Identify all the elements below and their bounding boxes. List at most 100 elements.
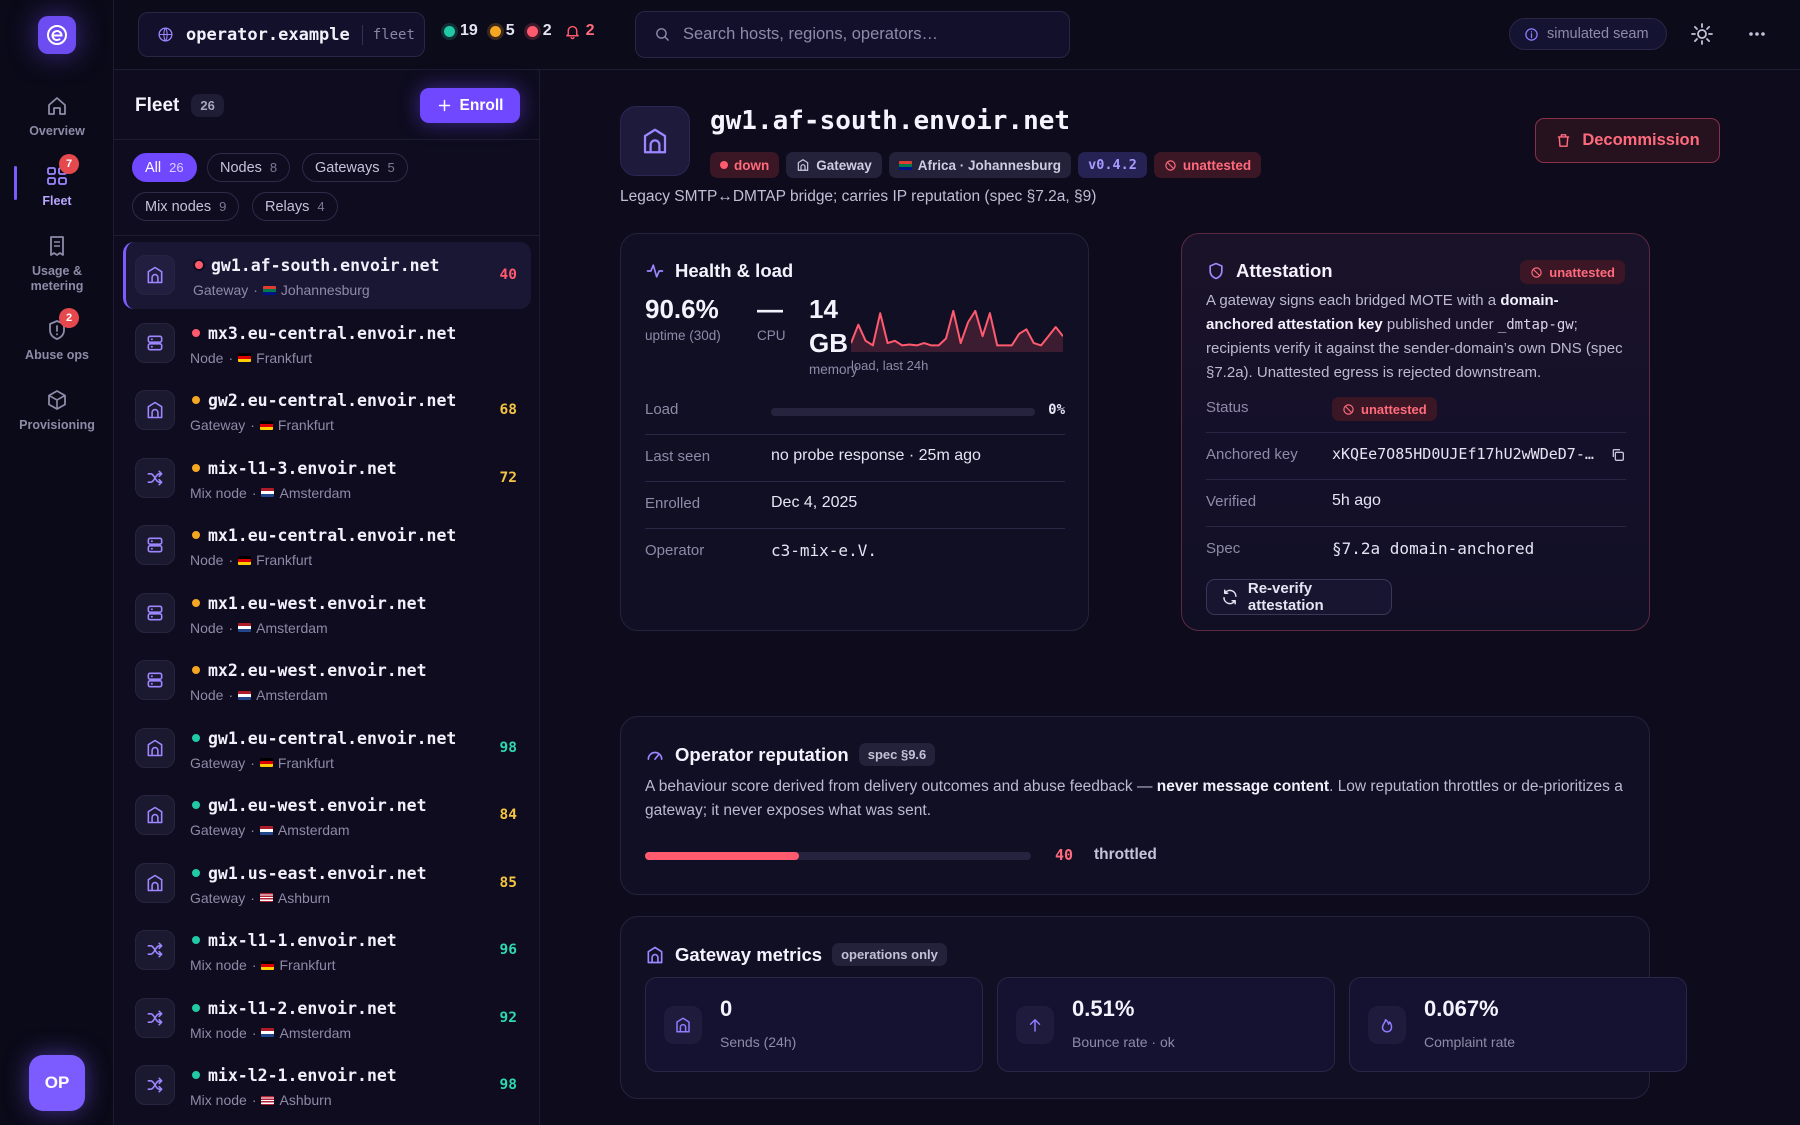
sparkline-label: load, last 24h bbox=[851, 358, 929, 373]
scope-label: fleet bbox=[372, 26, 415, 43]
more-icon bbox=[1749, 32, 1765, 36]
host-name: mix-l2-1.envoir.net bbox=[208, 1066, 397, 1085]
status-badge: unattested bbox=[1332, 397, 1437, 421]
host-name: gw1.eu-west.envoir.net bbox=[208, 796, 427, 815]
status-dot-icon bbox=[190, 934, 202, 946]
fleet-badge: 7 bbox=[59, 154, 79, 174]
anchored-key-row: Anchored key xKQEe7O85HD0UJEf17hU2wWDeD7… bbox=[1206, 433, 1626, 480]
fleet-row[interactable]: gw1.us-east.envoir.net Gateway · Ashburn 85 bbox=[123, 850, 531, 917]
attestation-status-row: Status unattested bbox=[1206, 386, 1626, 433]
fleet-row[interactable]: mix-l1-3.envoir.net Mix node · Amsterdam 72 bbox=[123, 445, 531, 512]
filter-relays[interactable]: Relays 4 bbox=[252, 192, 338, 221]
fleet-row[interactable]: gw1.eu-central.envoir.net Gateway · Frankfu… bbox=[123, 715, 531, 782]
verified-row: Verified 5h ago bbox=[1206, 480, 1626, 527]
ok-count[interactable]: 19 bbox=[444, 22, 478, 40]
decommission-button[interactable]: Decommission bbox=[1535, 118, 1720, 163]
gateway-icon bbox=[664, 1006, 702, 1044]
alerts-count[interactable]: 2 bbox=[564, 22, 595, 40]
fleet-row[interactable]: gw1.af-south.envoir.net Gateway · Johannesb… bbox=[123, 242, 531, 309]
globe-icon bbox=[158, 27, 173, 42]
cpu-stat: — CPU bbox=[757, 294, 786, 343]
gateway-icon bbox=[135, 390, 175, 430]
fleet-row[interactable]: mx2.eu-west.envoir.net Node · Amsterdam bbox=[123, 647, 531, 714]
info-icon bbox=[1525, 27, 1538, 41]
ban-icon bbox=[1165, 159, 1176, 171]
rail-item-fleet[interactable]: 7 Fleet bbox=[0, 154, 114, 209]
load-sparkline: load, last 24h bbox=[851, 302, 1063, 373]
host-title: gw1.af-south.envoir.net bbox=[710, 106, 1071, 136]
host-name: mx2.eu-west.envoir.net bbox=[208, 661, 427, 680]
flag-za-icon bbox=[898, 160, 912, 170]
seam-label: simulated seam bbox=[1547, 26, 1649, 42]
down-count[interactable]: 2 bbox=[526, 22, 552, 40]
host-detail: gw1.af-south.envoir.net down Gateway Afr… bbox=[540, 70, 1800, 1125]
fleet-row[interactable]: gw1.eu-west.envoir.net Gateway · Amsterdam 8… bbox=[123, 782, 531, 849]
divider bbox=[114, 139, 540, 140]
fleet-count: 26 bbox=[191, 94, 224, 117]
version-tag: v0.4.2 bbox=[1078, 152, 1147, 178]
abuse-badge: 2 bbox=[59, 308, 79, 328]
host-tags: down Gateway Africa · Johannesburg v0.4.… bbox=[710, 152, 1262, 178]
host-switcher[interactable]: operator.example fleet bbox=[138, 12, 425, 57]
host-name: mx1.eu-west.envoir.net bbox=[208, 593, 427, 613]
rail-label: Overview bbox=[29, 124, 85, 138]
host-name: mx3.eu-central.envoir.net bbox=[208, 323, 457, 343]
warn-count[interactable]: 5 bbox=[489, 22, 515, 40]
fleet-row[interactable]: mx1.eu-west.envoir.net Node · Amsterdam bbox=[123, 580, 531, 647]
copy-key-button[interactable] bbox=[1610, 447, 1626, 463]
sparkline-line bbox=[851, 309, 1063, 347]
flag-de-icon bbox=[259, 758, 273, 767]
user-avatar[interactable]: OP bbox=[29, 1055, 85, 1111]
fleet-row[interactable]: mx1.eu-central.envoir.net Node · Frankfurt bbox=[123, 512, 531, 579]
filter-all[interactable]: All 26 bbox=[132, 153, 197, 182]
status-dot-icon bbox=[190, 326, 202, 339]
rail-label-line2: metering bbox=[30, 279, 84, 293]
host-name: gw1.eu-central.envoir.net bbox=[208, 728, 457, 748]
status-tag: down bbox=[710, 152, 780, 178]
reputation-score: 98 bbox=[499, 739, 517, 756]
down-dot-icon bbox=[720, 161, 728, 169]
reputation-bar bbox=[645, 852, 1031, 860]
theme-toggle[interactable] bbox=[1690, 22, 1714, 46]
rail-item-overview[interactable]: Overview bbox=[0, 94, 114, 139]
host-name: gw1.af-south.envoir.net bbox=[211, 256, 440, 275]
rail-item-abuse-ops[interactable]: 2 Abuse ops bbox=[0, 308, 114, 363]
flag-us-icon bbox=[261, 1095, 275, 1105]
rail-label: Fleet bbox=[42, 194, 72, 208]
flag-de-icon bbox=[259, 420, 273, 430]
ban-icon bbox=[1531, 266, 1542, 278]
uptime-stat: 90.6% uptime (30d) bbox=[645, 294, 721, 343]
load-value: 0% bbox=[1048, 402, 1065, 418]
search-input[interactable] bbox=[683, 25, 1043, 44]
filter-mix-nodes[interactable]: Mix nodes 9 bbox=[132, 192, 240, 221]
fleet-row[interactable]: mx3.eu-central.envoir.net Node · Frankfurt bbox=[123, 310, 531, 377]
enroll-button[interactable]: Enroll bbox=[420, 88, 520, 123]
fleet-row[interactable]: mix-l2-1.envoir.net Mix node · Ashburn 98 bbox=[123, 1052, 531, 1119]
simulated-seam-badge: simulated seam bbox=[1509, 18, 1667, 50]
reputation-score: 98 bbox=[499, 1077, 517, 1093]
fleet-panel: Fleet 26 Enroll All 26 Nodes 8 Gateways 5 M… bbox=[114, 70, 540, 1125]
app-logo[interactable] bbox=[38, 16, 76, 54]
more-menu-button[interactable] bbox=[1745, 22, 1769, 46]
metric-complaint-rate: 0.067% Complaint rate bbox=[1349, 977, 1687, 1072]
fleet-row[interactable]: mix-l1-1.envoir.net Mix node · Frankfurt 96 bbox=[123, 917, 531, 984]
status-dot-icon bbox=[190, 394, 202, 406]
reverify-attestation-button[interactable]: Re-verify attestation bbox=[1206, 579, 1392, 615]
rail-label-line1: Usage & bbox=[31, 264, 83, 278]
filter-gateways[interactable]: Gateways 5 bbox=[302, 153, 408, 182]
memory-stat: 14 GB memory bbox=[809, 294, 858, 377]
search-bar[interactable] bbox=[635, 11, 1070, 58]
rail-item-usage[interactable]: Usage & metering bbox=[0, 234, 114, 294]
reputation-score: 40 bbox=[499, 267, 517, 283]
fleet-row[interactable]: mix-l1-2.envoir.net Mix node · Amsterdam 92 bbox=[123, 985, 531, 1052]
status-dot-icon bbox=[190, 596, 202, 609]
fleet-header: Fleet 26 bbox=[135, 94, 224, 117]
rail-label: Provisioning bbox=[19, 418, 95, 432]
copy-icon bbox=[1612, 449, 1624, 461]
rail-item-provisioning[interactable]: Provisioning bbox=[0, 388, 114, 433]
operations-only-tag: operations only bbox=[832, 943, 947, 966]
host-meta: Node · Amsterdam bbox=[190, 687, 328, 703]
arrow-up-icon bbox=[1016, 1006, 1054, 1044]
filter-nodes[interactable]: Nodes 8 bbox=[207, 153, 291, 182]
fleet-row[interactable]: gw2.eu-central.envoir.net Gateway · Frankfu… bbox=[123, 377, 531, 444]
